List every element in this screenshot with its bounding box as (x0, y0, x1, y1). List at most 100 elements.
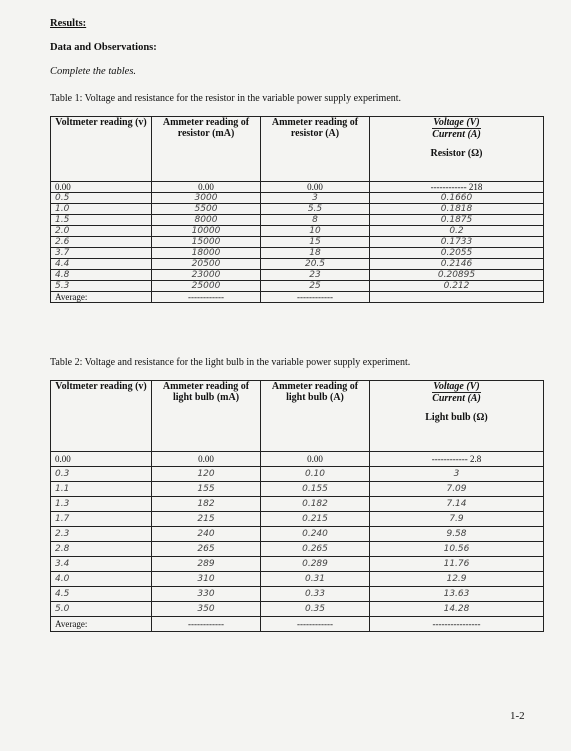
table-cell: 0.1733 (369, 236, 544, 248)
table-cell: 8 (260, 214, 370, 226)
table-cell: 7.14 (369, 496, 544, 512)
table-cell: 0.1660 (369, 192, 544, 204)
table-cell: 0.00 (50, 181, 152, 193)
table-cell: 0.00 (151, 451, 261, 467)
table-cell: 1.5 (50, 214, 152, 226)
table-cell: 20.5 (260, 258, 370, 270)
table-cell: 0.289 (260, 556, 370, 572)
table-row: 2.3 240 0.240 9.58 (50, 526, 544, 542)
table-cell: 0.00 (260, 451, 370, 467)
table-cell: 10.56 (369, 541, 544, 557)
table-cell: 11.76 (369, 556, 544, 572)
table-cell: 8000 (151, 214, 261, 226)
table-cell: 0.3 (50, 466, 152, 482)
table-cell: 330 (151, 586, 261, 602)
table-cell: 4.8 (50, 269, 152, 281)
header-row: Voltmeter reading (v) Ammeter reading of … (50, 116, 544, 182)
table-cell: 23 (260, 269, 370, 281)
table-row: 0.3 120 0.10 3 (50, 466, 544, 482)
table-cell: 0.265 (260, 541, 370, 557)
table-cell: 0.1875 (369, 214, 544, 226)
table-cell: 120 (151, 466, 261, 482)
table-row: Average: ------------ ------------ (50, 291, 544, 303)
table-cell: 0.155 (260, 481, 370, 497)
table-row: Average: ------------ ------------ --------… (50, 616, 544, 632)
column-header: Voltage (V) Current (A) Light bulb (Ω) (369, 380, 544, 452)
table-row: 4.0 310 0.31 12.9 (50, 571, 544, 587)
section-title: Results: (50, 18, 87, 29)
denominator: Current (A) (432, 393, 481, 404)
numerator: Voltage (V) (432, 381, 481, 393)
table-caption: Table 1: Voltage and resistance for the … (50, 93, 402, 104)
table-cell: 0.182 (260, 496, 370, 512)
table-cell: 0.5 (50, 192, 152, 204)
table-cell: 0.20895 (369, 269, 544, 281)
table-cell: 1.3 (50, 496, 152, 512)
table-cell: 25 (260, 280, 370, 292)
table-cell: 3000 (151, 192, 261, 204)
table-cell: 10000 (151, 225, 261, 237)
table-cell: 3 (369, 466, 544, 482)
table-row: 1.1 155 0.155 7.09 (50, 481, 544, 497)
table-row: 2.6 15000 15 0.1733 (50, 236, 544, 248)
table-cell: 3.7 (50, 247, 152, 259)
table-cell: 0.2055 (369, 247, 544, 259)
table-cell: 0.00 (151, 181, 261, 193)
table-cell: 0.31 (260, 571, 370, 587)
table-cell: 20500 (151, 258, 261, 270)
table-cell: 2.0 (50, 225, 152, 237)
table-cell: 4.5 (50, 586, 152, 602)
table-cell: ---------------- (369, 616, 544, 632)
table-row: 1.0 5500 5.5 0.1818 (50, 203, 544, 215)
table-cell: 0.00 (260, 181, 370, 193)
header-row: Voltmeter reading (v) Ammeter reading of … (50, 380, 544, 452)
table: Voltmeter reading (v) Ammeter reading of … (50, 116, 544, 303)
table-cell: 182 (151, 496, 261, 512)
table-cell: 10 (260, 225, 370, 237)
table-cell: 9.58 (369, 526, 544, 542)
table-row: 4.5 330 0.33 13.63 (50, 586, 544, 602)
column-header: Ammeter reading of light bulb (mA) (151, 380, 261, 452)
table-cell: 1.7 (50, 511, 152, 527)
table-cell: 2.8 (50, 541, 152, 557)
table-cell: 0.00 (50, 451, 152, 467)
column-header: Voltage (V) Current (A) Resistor (Ω) (369, 116, 544, 182)
table-cell: 2.3 (50, 526, 152, 542)
table-row: 1.3 182 0.182 7.14 (50, 496, 544, 512)
table-cell: 14.28 (369, 601, 544, 617)
table-cell: 4.4 (50, 258, 152, 270)
table-cell: 5.0 (50, 601, 152, 617)
table-cell: 0.240 (260, 526, 370, 542)
table-cell: 3 (260, 192, 370, 204)
table-cell: ------------ 2.8 (369, 451, 544, 467)
table-cell: 0.212 (369, 280, 544, 292)
table-cell: 0.215 (260, 511, 370, 527)
table-row: 3.4 289 0.289 11.76 (50, 556, 544, 572)
column-header: Ammeter reading of resistor (A) (260, 116, 370, 182)
table-row: 2.0 10000 10 0.2 (50, 225, 544, 237)
table-cell: 310 (151, 571, 261, 587)
table-row: 0.00 0.00 0.00 ------------ 2.8 (50, 451, 544, 467)
table-cell: 25000 (151, 280, 261, 292)
table-row: 1.5 8000 8 0.1875 (50, 214, 544, 226)
instruction: Complete the tables. (50, 66, 137, 77)
table-cell: 1.0 (50, 203, 152, 215)
denominator: Current (A) (432, 129, 481, 140)
table-cell: 215 (151, 511, 261, 527)
table-cell: 23000 (151, 269, 261, 281)
table-cell: 5500 (151, 203, 261, 215)
table-cell: 4.0 (50, 571, 152, 587)
column-header: Ammeter reading of resistor (mA) (151, 116, 261, 182)
table-cell: 0.10 (260, 466, 370, 482)
table-cell: 5.3 (50, 280, 152, 292)
table-cell: 7.09 (369, 481, 544, 497)
table-cell: Average: (50, 291, 152, 303)
table-cell: 12.9 (369, 571, 544, 587)
table-row: 4.8 23000 23 0.20895 (50, 269, 544, 281)
table-row: 4.4 20500 20.5 0.2146 (50, 258, 544, 270)
table-cell: 0.2 (369, 225, 544, 237)
table-cell: 13.63 (369, 586, 544, 602)
table-cell: 0.33 (260, 586, 370, 602)
fraction: Voltage (V) Current (A) (432, 117, 481, 140)
